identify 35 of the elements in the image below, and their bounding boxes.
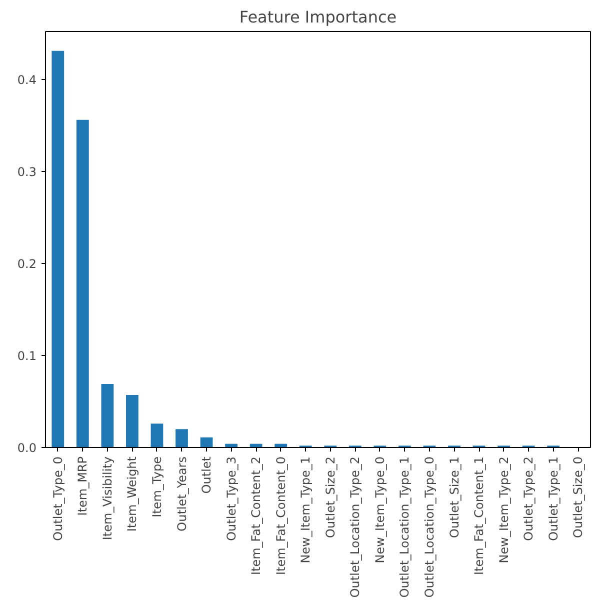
x-tick-label: Outlet_Size_2	[323, 456, 338, 538]
x-tick-label: Outlet_Size_1	[447, 456, 462, 538]
x-tick-label: Outlet_Years	[174, 456, 189, 532]
x-tick-label: Outlet	[200, 456, 214, 494]
x-tick-label: Item_Fat_Content_1	[472, 456, 486, 576]
x-tick-label: Item_Visibility	[100, 456, 114, 540]
y-tick-label: 0.3	[17, 164, 37, 179]
x-tick-label: New_Item_Type_2	[496, 456, 511, 564]
y-tick-label: 0.0	[17, 441, 37, 455]
x-tick-label: Outlet_Type_2	[522, 456, 536, 541]
bar	[76, 120, 89, 448]
y-tick-label: 0.4	[17, 72, 37, 87]
x-tick-label: Item_Fat_Content_2	[249, 456, 264, 576]
bar	[101, 384, 114, 448]
x-tick-label: Outlet_Type_3	[224, 456, 238, 541]
x-tick-label: Outlet_Location_Type_0	[422, 456, 436, 598]
x-tick-label: New_Item_Type_1	[298, 456, 313, 564]
bar	[200, 437, 213, 448]
bar	[52, 50, 64, 448]
x-tick-label: Outlet_Type_0	[50, 456, 65, 541]
x-tick-label: Outlet_Size_0	[571, 456, 586, 538]
x-tick-label: Item_Fat_Content_0	[274, 456, 288, 576]
x-tick-label: Item_MRP	[76, 456, 90, 516]
chart-title: Feature Importance	[239, 8, 397, 26]
x-tick-label: Outlet_Type_1	[546, 456, 560, 541]
bar	[150, 424, 164, 448]
bar	[126, 395, 138, 448]
y-tick-label: 0.1	[17, 348, 37, 363]
y-tick-label: 0.2	[17, 256, 37, 271]
x-tick-label: Outlet_Location_Type_1	[398, 456, 412, 598]
bar	[176, 429, 188, 448]
x-tick-label: New_Item_Type_0	[372, 456, 387, 564]
x-tick-label: Item_Weight	[125, 456, 140, 532]
x-tick-label: Outlet_Location_Type_2	[348, 456, 362, 598]
x-tick-label: Item_Type	[150, 456, 164, 518]
